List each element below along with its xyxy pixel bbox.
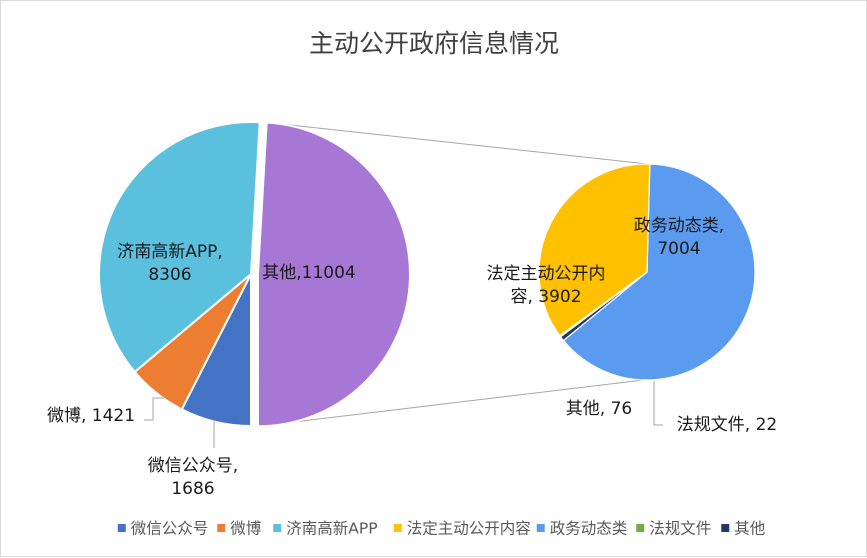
connector-lines [257, 121, 658, 427]
main-label-line-微信公众号: 微信公众号, [148, 456, 238, 476]
legend-label-济南高新app: 济南高新APP [286, 520, 377, 538]
legend-swatch-法规文件 [636, 524, 645, 532]
legend-label-微博: 微博 [230, 520, 261, 538]
secondary-pie [538, 163, 756, 381]
legend-label-法规文件: 法规文件 [649, 520, 711, 538]
label-leader-lines [144, 381, 663, 448]
secondary-slice-法定主动公开内容 [538, 163, 651, 337]
secondary-label-法规文件: 法规文件, 22 [677, 415, 777, 435]
secondary-label-line-法规文件: 法规文件, 22 [677, 415, 777, 435]
connector-line-bottom [257, 378, 653, 427]
legend-swatch-微博 [217, 524, 226, 532]
data-labels: 济南高新APP, 8306 其他,11004 微博, 1421 微信公众号, 1686 政务… [47, 216, 777, 499]
legend-label-微信公众号: 微信公众号 [131, 520, 209, 538]
main-label-line-其他: 其他,11004 [262, 263, 355, 283]
legend-label-政务动态类: 政务动态类 [550, 520, 628, 538]
main-slice-济南高新app [98, 121, 261, 374]
leader-fagui [653, 381, 663, 426]
main-label-line-微博: 微博, 1421 [47, 406, 135, 426]
main-label-微信公众号: 微信公众号, 1686 [148, 456, 238, 499]
secondary-label-政务动态类: 政务动态类, 7004 [634, 216, 724, 259]
legend-swatch-法定主动公开内容 [393, 524, 402, 532]
secondary-label-line-其他: 其他, 76 [566, 399, 632, 419]
secondary-label-line-政务动态类: 政务动态类, [634, 216, 724, 236]
chart-title: 主动公开政府信息情况 [309, 29, 559, 58]
legend-swatch-政务动态类 [536, 524, 545, 532]
legend-label-法定主动公开内容: 法定主动公开内容 [407, 520, 531, 538]
legend-swatch-其他 [721, 524, 730, 532]
connector-line-top [266, 121, 658, 166]
secondary-label-其他: 其他, 76 [566, 399, 632, 419]
main-pie [98, 121, 411, 428]
secondary-label-line-法定主动公开内容: 容, 3902 [510, 287, 581, 307]
secondary-label-line-法定主动公开内容: 法定主动公开内 [487, 264, 606, 284]
main-label-line-济南高新app: 8306 [148, 265, 191, 285]
main-label-其他: 其他,11004 [262, 263, 355, 283]
secondary-label-法定主动公开内容: 法定主动公开内容, 3902 [487, 264, 606, 307]
secondary-label-line-政务动态类: 7004 [657, 239, 700, 259]
main-slice-其他 [256, 121, 411, 428]
legend-swatch-济南高新app [273, 524, 282, 532]
legend-swatch-微信公众号 [117, 524, 126, 532]
leader-weibo [144, 397, 164, 421]
main-label-line-微信公众号: 1686 [171, 479, 214, 499]
legend-label-其他: 其他 [734, 520, 765, 538]
main-label-济南高新app: 济南高新APP, 8306 [117, 242, 223, 285]
main-label-微博: 微博, 1421 [47, 406, 135, 426]
main-label-line-济南高新app: 济南高新APP, [117, 242, 223, 262]
legend: 微信公众号 微博 济南高新APP 法定主动公开内容 政务动态类 法规文件 其他 [117, 520, 765, 538]
secondary-slice-政务动态类 [562, 163, 756, 381]
